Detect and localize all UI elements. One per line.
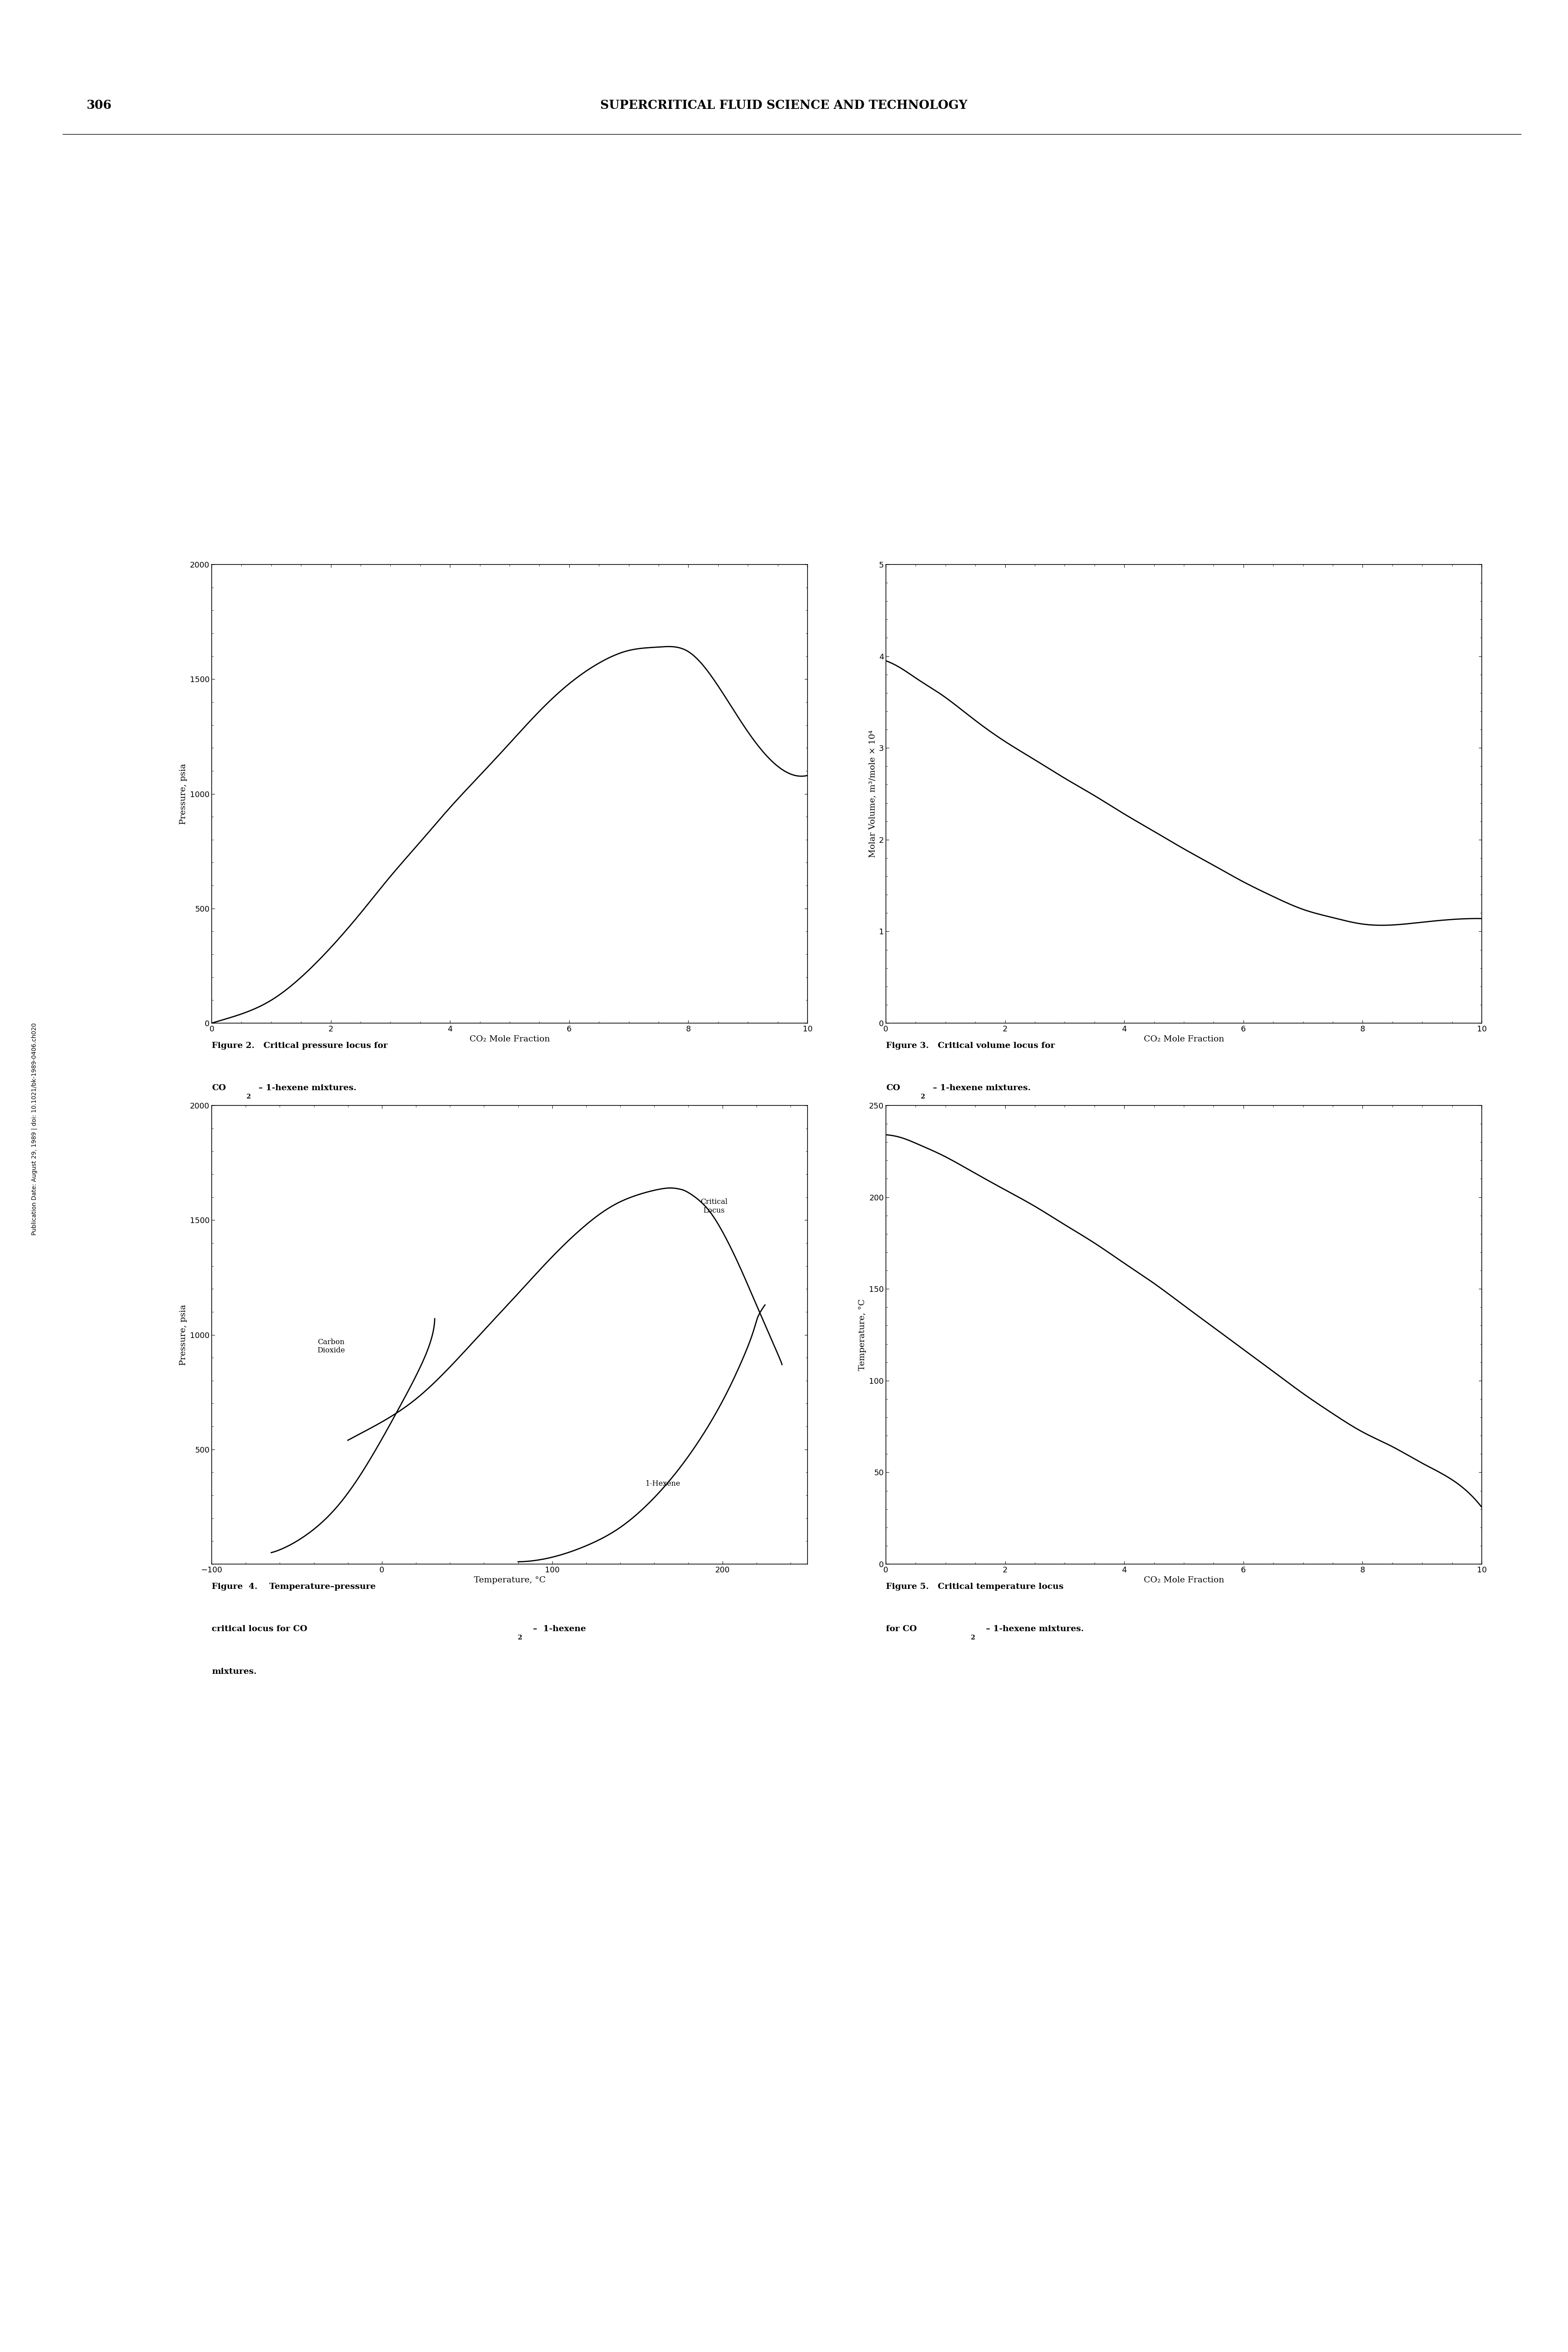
Text: – 1-hexene mixtures.: – 1-hexene mixtures. — [983, 1625, 1083, 1632]
Text: 1-Hexene: 1-Hexene — [646, 1479, 681, 1486]
Text: CO: CO — [212, 1084, 226, 1091]
Text: – 1-hexene mixtures.: – 1-hexene mixtures. — [930, 1084, 1030, 1091]
Text: 2: 2 — [971, 1635, 975, 1642]
Text: 2: 2 — [246, 1094, 251, 1101]
Text: SUPERCRITICAL FLUID SCIENCE AND TECHNOLOGY: SUPERCRITICAL FLUID SCIENCE AND TECHNOLO… — [601, 101, 967, 113]
Text: –  1-hexene: – 1-hexene — [530, 1625, 586, 1632]
Text: 2: 2 — [920, 1094, 925, 1101]
X-axis label: CO₂ Mole Fraction: CO₂ Mole Fraction — [469, 1035, 550, 1044]
X-axis label: Temperature, °C: Temperature, °C — [474, 1576, 546, 1585]
Text: for CO: for CO — [886, 1625, 917, 1632]
Text: Publication Date: August 29, 1989 | doi: 10.1021/bk-1989-0406.ch020: Publication Date: August 29, 1989 | doi:… — [31, 1023, 38, 1235]
Text: 306: 306 — [86, 101, 111, 113]
Text: Carbon
Dioxide: Carbon Dioxide — [317, 1338, 345, 1355]
X-axis label: CO₂ Mole Fraction: CO₂ Mole Fraction — [1143, 1035, 1225, 1044]
X-axis label: CO₂ Mole Fraction: CO₂ Mole Fraction — [1143, 1576, 1225, 1585]
Text: critical locus for CO: critical locus for CO — [212, 1625, 307, 1632]
Text: – 1-hexene mixtures.: – 1-hexene mixtures. — [256, 1084, 356, 1091]
Text: CO: CO — [886, 1084, 900, 1091]
Y-axis label: Pressure, psia: Pressure, psia — [180, 764, 188, 823]
Text: Critical
Locus: Critical Locus — [701, 1200, 728, 1214]
Text: Figure 2.   Critical pressure locus for: Figure 2. Critical pressure locus for — [212, 1042, 387, 1049]
Y-axis label: Pressure, psia: Pressure, psia — [180, 1305, 188, 1364]
Text: Figure 3.   Critical volume locus for: Figure 3. Critical volume locus for — [886, 1042, 1055, 1049]
Text: Figure  4.    Temperature–pressure: Figure 4. Temperature–pressure — [212, 1583, 376, 1590]
Y-axis label: Temperature, °C: Temperature, °C — [859, 1298, 867, 1371]
Text: mixtures.: mixtures. — [212, 1668, 257, 1675]
Y-axis label: Molar Volume, m³/mole × 10⁴: Molar Volume, m³/mole × 10⁴ — [869, 729, 877, 858]
Text: 2: 2 — [517, 1635, 522, 1642]
Text: Figure 5.   Critical temperature locus: Figure 5. Critical temperature locus — [886, 1583, 1063, 1590]
